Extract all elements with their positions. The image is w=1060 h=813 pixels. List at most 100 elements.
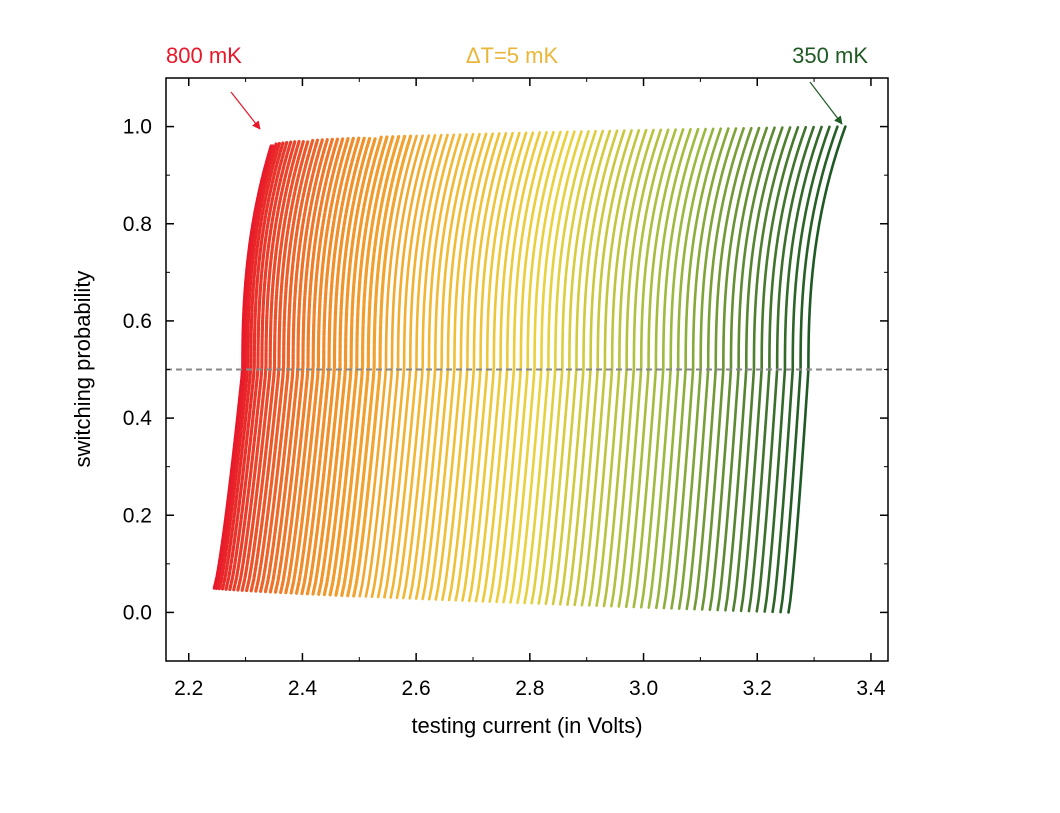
switching-curve	[670, 127, 730, 610]
switching-curve	[352, 134, 413, 598]
switching-curve	[268, 138, 329, 594]
x-tick-label: 2.8	[515, 677, 544, 700]
switching-curve	[763, 125, 823, 613]
switching-curve	[305, 136, 366, 596]
switching-curve	[647, 127, 707, 609]
switching-curve	[488, 131, 548, 603]
switching-curve	[340, 134, 401, 598]
switching-curve	[461, 131, 521, 602]
annotation-800mk: 800 mK	[166, 43, 242, 68]
switching-curve	[334, 135, 395, 597]
y-tick-label: 0.0	[123, 601, 152, 624]
switching-curve	[249, 139, 310, 593]
switching-curve	[434, 132, 494, 601]
switching-curve	[370, 134, 431, 599]
switching-curve	[273, 137, 334, 594]
switching-curve	[558, 129, 619, 606]
switching-curve	[408, 133, 468, 600]
x-tick-label: 3.2	[743, 677, 772, 700]
switching-curve	[580, 129, 641, 607]
switching-curve	[731, 126, 792, 612]
annotation-delta-t: ΔT=5 mK	[466, 43, 559, 68]
switching-curve	[414, 132, 475, 600]
switching-curve	[474, 131, 535, 603]
switching-curve	[551, 129, 612, 606]
x-tick-label: 3.4	[856, 677, 886, 700]
switching-curve	[224, 141, 285, 591]
switching-curve	[495, 130, 555, 604]
switching-curve	[632, 128, 692, 609]
x-tick-label: 2.4	[288, 677, 318, 700]
switching-curve	[662, 127, 723, 610]
switching-curve	[602, 128, 663, 608]
switching-curve	[217, 142, 278, 591]
switching-curve	[771, 125, 831, 614]
switching-curve	[617, 128, 677, 608]
y-tick-label: 0.4	[123, 407, 153, 430]
switching-curve	[502, 130, 562, 604]
switching-curves	[212, 125, 847, 614]
x-axis-label: testing current (in Volts)	[411, 713, 642, 738]
switching-curve	[328, 135, 389, 597]
switching-curve	[294, 136, 355, 595]
switching-curve	[383, 133, 443, 599]
switching-curve	[220, 141, 281, 591]
y-tick-label: 0.6	[123, 310, 152, 333]
switching-curve	[509, 130, 569, 604]
switching-curve	[240, 139, 301, 592]
x-tick-label: 2.2	[174, 677, 203, 700]
switching-curve	[595, 128, 655, 607]
switching-curve	[441, 132, 501, 602]
switching-curve	[317, 135, 378, 596]
switching-curve	[587, 128, 648, 607]
switching-curve	[402, 133, 462, 600]
switching-curve	[236, 140, 297, 592]
switching-curve	[454, 131, 514, 602]
axis-ticks: 2.2 2.4 2.6 2.8 3.0 3.2 3.4 0.0 0.2 0.4 0.6 0.8 1.0	[123, 78, 888, 700]
switching-curve	[523, 130, 583, 605]
switching-curve	[427, 132, 488, 601]
y-tick-label: 0.8	[123, 213, 152, 236]
switching-curve	[346, 134, 407, 598]
switching-curve	[467, 131, 528, 603]
switching-curve	[537, 129, 597, 605]
switching-curve	[214, 143, 275, 590]
switching-curve	[447, 132, 508, 602]
x-tick-label: 2.6	[402, 677, 431, 700]
switching-curve	[279, 137, 340, 595]
switching-curve	[693, 126, 753, 611]
switching-curve	[284, 137, 345, 595]
switching-curve	[516, 130, 576, 604]
switching-curve	[421, 132, 481, 601]
switching-curve	[212, 144, 273, 590]
switching-curve	[389, 133, 449, 599]
switching-curve	[300, 136, 361, 596]
switching-curve	[254, 138, 315, 593]
arrow-350mk	[809, 81, 843, 125]
x-tick-label: 3.0	[629, 677, 658, 700]
switching-curve	[376, 134, 437, 599]
switching-curve	[228, 140, 289, 592]
annotation-350mk: 350 mK	[792, 43, 868, 68]
switching-curve	[624, 128, 685, 609]
arrow-800mk	[230, 91, 261, 130]
switching-curve	[322, 135, 383, 597]
switching-curve	[258, 138, 320, 593]
switching-curve	[610, 128, 670, 608]
switching-curve	[232, 140, 293, 592]
switching-curve	[573, 129, 633, 607]
y-tick-label: 1.0	[123, 116, 152, 139]
switching-curve	[263, 138, 324, 594]
switching-curve	[544, 129, 605, 606]
switching-curve	[395, 133, 456, 600]
switching-curve	[311, 136, 372, 596]
y-axis-label: switching probability	[70, 271, 95, 468]
y-tick-label: 0.2	[123, 504, 152, 527]
switching-curve	[639, 127, 700, 609]
switching-curve	[289, 137, 350, 595]
switching-curve	[481, 131, 542, 603]
switching-curve	[700, 126, 761, 611]
switching-curve	[364, 134, 424, 598]
switching-curve	[655, 127, 715, 610]
